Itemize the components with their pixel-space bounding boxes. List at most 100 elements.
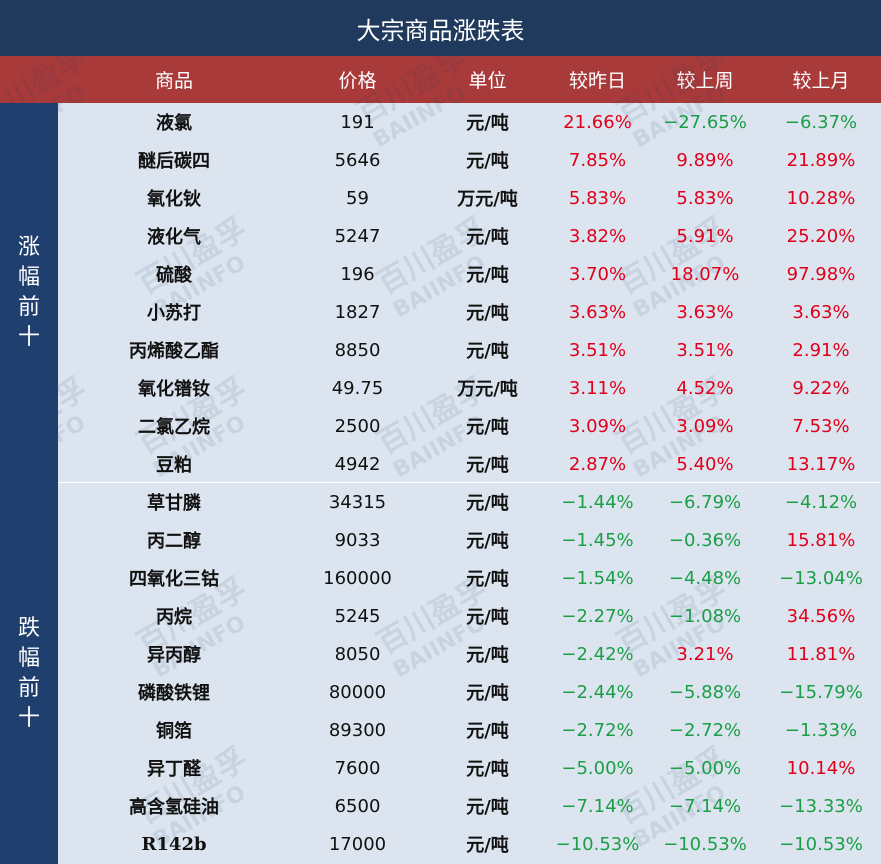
cell-price: 191 bbox=[340, 111, 375, 133]
table-row: 草甘膦 34315 元/吨 −1.44% −6.79% −4.12% bbox=[0, 483, 881, 521]
cell-day-change: −1.44% bbox=[561, 491, 634, 513]
table-row: 醚后碳四 5646 元/吨 7.85% 9.89% 21.89% bbox=[0, 141, 881, 179]
cell-name: 液化气 bbox=[147, 227, 201, 248]
side-char: 跌 bbox=[17, 615, 40, 641]
cell-day-change: −1.54% bbox=[561, 567, 634, 589]
cell-name: 氧化钬 bbox=[147, 189, 201, 210]
cell-day-change: −7.14% bbox=[561, 795, 634, 817]
cell-week-change: −1.08% bbox=[668, 605, 742, 627]
cell-name: 豆粕 bbox=[156, 455, 192, 476]
cell-name: 氧化镨钕 bbox=[138, 379, 210, 400]
table-row: 异丁醛 7600 元/吨 −5.00% −5.00% 10.14% bbox=[0, 749, 881, 787]
cell-price: 89300 bbox=[328, 719, 387, 741]
cell-day-change: 7.85% bbox=[568, 149, 627, 171]
cell-month-change: 9.22% bbox=[792, 377, 850, 399]
cell-price: 8050 bbox=[334, 643, 381, 665]
table-row: 氧化镨钕 49.75 万元/吨 3.11% 4.52% 9.22% bbox=[0, 369, 881, 407]
table-row: 液氯 191 元/吨 21.66% −27.65% −6.37% bbox=[0, 103, 881, 141]
table-row: 豆粕 4942 元/吨 2.87% 5.40% 13.17% bbox=[0, 445, 881, 483]
cell-name: 铜箔 bbox=[156, 721, 192, 742]
cell-day-change: 3.11% bbox=[568, 377, 627, 399]
cell-name: 丙烷 bbox=[156, 607, 192, 628]
cell-week-change: 3.63% bbox=[676, 301, 734, 323]
cell-month-change: 10.28% bbox=[786, 187, 856, 209]
table-body-bg bbox=[0, 103, 881, 864]
header-name: 商品 bbox=[154, 70, 193, 92]
table-row: 丙二醇 9033 元/吨 −1.45% −0.36% 15.81% bbox=[0, 521, 881, 559]
header-month: 较上月 bbox=[792, 70, 850, 92]
table-row: 丙烷 5245 元/吨 −2.27% −1.08% 34.56% bbox=[0, 597, 881, 635]
cell-name: 醚后碳四 bbox=[138, 151, 210, 172]
cell-month-change: −4.12% bbox=[784, 491, 858, 513]
cell-unit: 元/吨 bbox=[466, 113, 509, 134]
cell-unit: 元/吨 bbox=[466, 683, 509, 704]
cell-day-change: −10.53% bbox=[555, 833, 640, 855]
cell-month-change: −10.53% bbox=[779, 833, 863, 855]
cell-day-change: 3.09% bbox=[568, 415, 627, 437]
cell-day-change: −2.44% bbox=[561, 681, 634, 703]
header-price: 价格 bbox=[338, 70, 377, 92]
table-row: 液化气 5247 元/吨 3.82% 5.91% 25.20% bbox=[0, 217, 881, 255]
cell-month-change: −13.33% bbox=[779, 795, 863, 817]
cell-name: R142b bbox=[141, 833, 207, 855]
cell-unit: 元/吨 bbox=[466, 151, 509, 172]
cell-name: 硫酸 bbox=[156, 265, 192, 286]
header-day: 较昨日 bbox=[568, 70, 626, 92]
cell-price: 17000 bbox=[328, 833, 387, 855]
table-row: R142b 17000 元/吨 −10.53% −10.53% −10.53% bbox=[0, 825, 881, 863]
table-row: 高含氢硅油 6500 元/吨 −7.14% −7.14% −13.33% bbox=[0, 787, 881, 825]
cell-unit: 元/吨 bbox=[466, 797, 509, 818]
cell-day-change: 3.82% bbox=[568, 225, 627, 247]
cell-week-change: 18.07% bbox=[670, 263, 740, 285]
cell-day-change: −2.42% bbox=[561, 643, 634, 665]
cell-day-change: −2.72% bbox=[561, 719, 634, 741]
cell-week-change: 9.89% bbox=[676, 149, 734, 171]
cell-month-change: 21.89% bbox=[786, 149, 856, 171]
side-char: 前 bbox=[17, 295, 40, 320]
cell-price: 80000 bbox=[328, 681, 387, 703]
cell-unit: 元/吨 bbox=[466, 455, 509, 476]
cell-month-change: 7.53% bbox=[792, 415, 850, 437]
cell-unit: 元/吨 bbox=[466, 607, 509, 628]
cell-name: 磷酸铁锂 bbox=[138, 683, 210, 704]
cell-unit: 元/吨 bbox=[466, 493, 509, 514]
cell-month-change: −6.37% bbox=[784, 111, 858, 133]
cell-month-change: −13.04% bbox=[779, 567, 863, 589]
page-title: 大宗商品涨跌表 bbox=[0, 0, 881, 56]
cell-unit: 元/吨 bbox=[466, 835, 509, 856]
cell-month-change: 2.91% bbox=[792, 339, 850, 361]
cell-price: 59 bbox=[346, 187, 369, 209]
cell-unit: 元/吨 bbox=[466, 645, 509, 666]
cell-week-change: −5.88% bbox=[668, 681, 742, 703]
cell-week-change: 5.83% bbox=[676, 187, 734, 209]
side-label-top-losers: 跌 幅 前 十 bbox=[0, 483, 58, 864]
cell-week-change: 3.51% bbox=[676, 339, 734, 361]
cell-week-change: −0.36% bbox=[668, 529, 742, 551]
cell-price: 8850 bbox=[334, 339, 381, 361]
cell-week-change: −10.53% bbox=[663, 833, 747, 855]
cell-week-change: −4.48% bbox=[668, 567, 742, 589]
cell-week-change: −2.72% bbox=[668, 719, 742, 741]
side-char: 前 bbox=[17, 675, 40, 701]
cell-price: 5247 bbox=[334, 225, 381, 247]
cell-month-change: 15.81% bbox=[786, 529, 856, 551]
side-char: 幅 bbox=[17, 265, 40, 290]
cell-week-change: 3.21% bbox=[676, 643, 734, 665]
cell-unit: 元/吨 bbox=[466, 759, 509, 780]
cell-price: 1827 bbox=[334, 301, 381, 323]
table-row: 二氯乙烷 2500 元/吨 3.09% 3.09% 7.53% bbox=[0, 407, 881, 445]
cell-month-change: 97.98% bbox=[786, 263, 856, 285]
cell-name: 丙二醇 bbox=[147, 531, 201, 552]
cell-unit: 万元/吨 bbox=[457, 379, 518, 400]
cell-price: 49.75 bbox=[331, 377, 384, 399]
cell-unit: 元/吨 bbox=[466, 341, 509, 362]
cell-month-change: 3.63% bbox=[792, 301, 850, 323]
cell-day-change: 3.63% bbox=[568, 301, 627, 323]
cell-day-change: 21.66% bbox=[563, 111, 632, 133]
cell-month-change: 34.56% bbox=[786, 605, 856, 627]
cell-week-change: 5.40% bbox=[676, 453, 734, 475]
cell-price: 5245 bbox=[334, 605, 381, 627]
table-row: 硫酸 196 元/吨 3.70% 18.07% 97.98% bbox=[0, 255, 881, 293]
cell-name: 二氯乙烷 bbox=[138, 417, 210, 438]
